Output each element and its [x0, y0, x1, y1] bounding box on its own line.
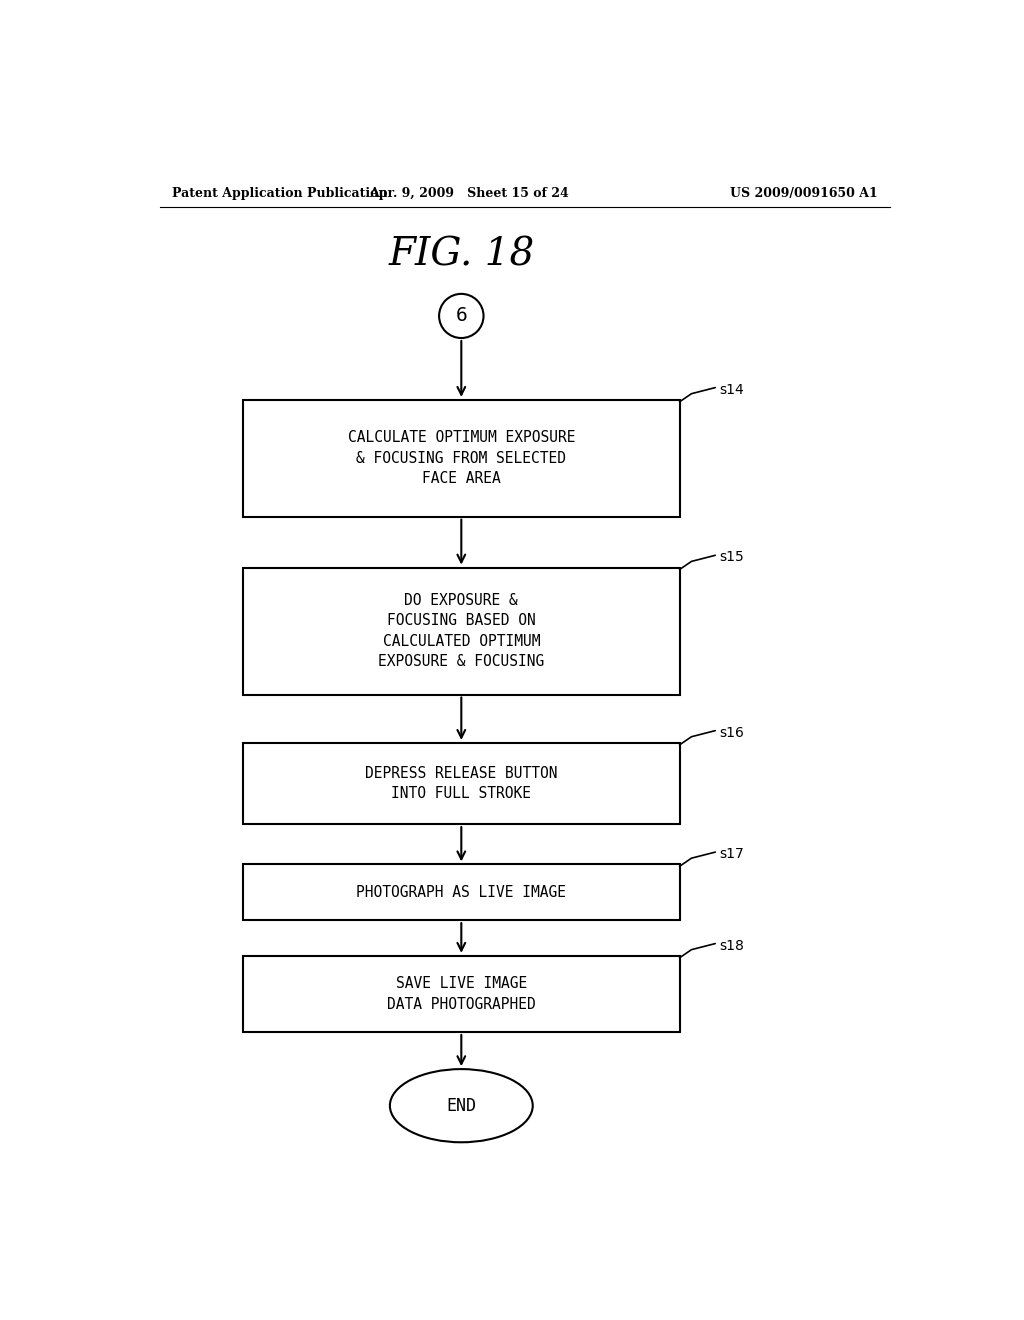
Text: s16: s16	[719, 726, 744, 739]
Text: US 2009/0091650 A1: US 2009/0091650 A1	[730, 187, 878, 201]
FancyBboxPatch shape	[243, 743, 680, 824]
FancyBboxPatch shape	[243, 956, 680, 1032]
FancyBboxPatch shape	[243, 865, 680, 920]
Text: 6: 6	[456, 306, 467, 326]
Text: CALCULATE OPTIMUM EXPOSURE
& FOCUSING FROM SELECTED
FACE AREA: CALCULATE OPTIMUM EXPOSURE & FOCUSING FR…	[347, 430, 575, 486]
FancyBboxPatch shape	[243, 400, 680, 516]
Text: s17: s17	[719, 847, 744, 861]
Text: Patent Application Publication: Patent Application Publication	[172, 187, 387, 201]
Text: s18: s18	[719, 939, 744, 953]
Text: PHOTOGRAPH AS LIVE IMAGE: PHOTOGRAPH AS LIVE IMAGE	[356, 884, 566, 900]
Text: Apr. 9, 2009   Sheet 15 of 24: Apr. 9, 2009 Sheet 15 of 24	[370, 187, 569, 201]
Ellipse shape	[390, 1069, 532, 1142]
Text: DO EXPOSURE &
FOCUSING BASED ON
CALCULATED OPTIMUM
EXPOSURE & FOCUSING: DO EXPOSURE & FOCUSING BASED ON CALCULAT…	[378, 593, 545, 669]
Text: s15: s15	[719, 550, 744, 565]
FancyBboxPatch shape	[243, 568, 680, 694]
Text: SAVE LIVE IMAGE
DATA PHOTOGRAPHED: SAVE LIVE IMAGE DATA PHOTOGRAPHED	[387, 977, 536, 1011]
Text: s14: s14	[719, 383, 744, 396]
Text: END: END	[446, 1097, 476, 1114]
Text: FIG. 18: FIG. 18	[388, 236, 535, 273]
Text: DEPRESS RELEASE BUTTON
INTO FULL STROKE: DEPRESS RELEASE BUTTON INTO FULL STROKE	[366, 766, 557, 801]
